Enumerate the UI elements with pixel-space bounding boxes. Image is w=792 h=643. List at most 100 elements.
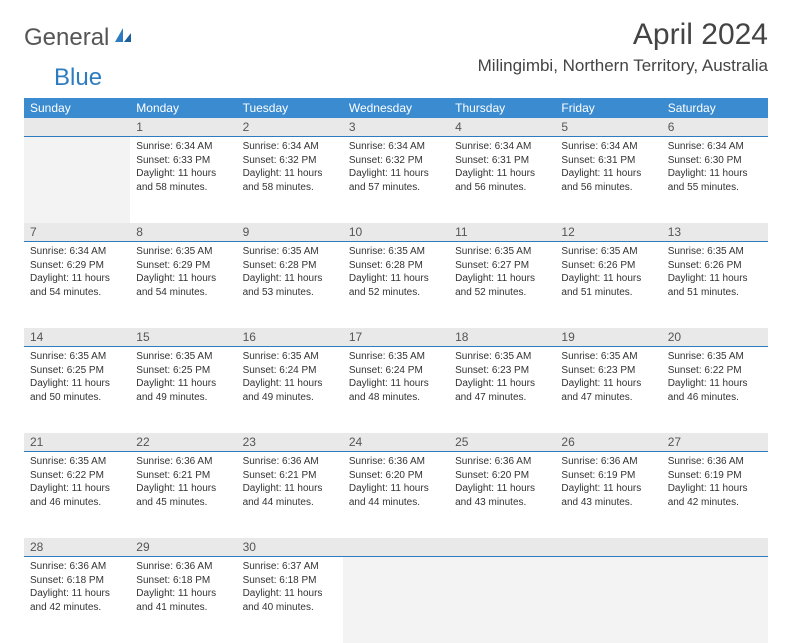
day-number-cell: 7 xyxy=(24,223,130,242)
day-number-cell: 16 xyxy=(237,328,343,347)
day-body xyxy=(449,557,555,643)
day-cell: Sunrise: 6:36 AMSunset: 6:19 PMDaylight:… xyxy=(555,452,661,538)
day-number: 13 xyxy=(662,223,768,242)
day-cell: Sunrise: 6:35 AMSunset: 6:28 PMDaylight:… xyxy=(237,242,343,328)
day-number: 15 xyxy=(130,328,236,347)
day-body: Sunrise: 6:36 AMSunset: 6:20 PMDaylight:… xyxy=(343,452,449,515)
day-header: Sunday xyxy=(24,98,130,118)
day-number-cell: 4 xyxy=(449,118,555,137)
week-number-row: 78910111213 xyxy=(24,223,768,242)
day-body: Sunrise: 6:35 AMSunset: 6:23 PMDaylight:… xyxy=(449,347,555,410)
day-cell: Sunrise: 6:35 AMSunset: 6:23 PMDaylight:… xyxy=(449,347,555,433)
day-body: Sunrise: 6:34 AMSunset: 6:31 PMDaylight:… xyxy=(555,137,661,200)
day-number-cell: 19 xyxy=(555,328,661,347)
day-cell: Sunrise: 6:36 AMSunset: 6:20 PMDaylight:… xyxy=(343,452,449,538)
day-number-cell: 28 xyxy=(24,538,130,557)
day-body xyxy=(555,557,661,643)
day-number: 16 xyxy=(237,328,343,347)
day-cell: Sunrise: 6:35 AMSunset: 6:26 PMDaylight:… xyxy=(662,242,768,328)
day-number: 8 xyxy=(130,223,236,242)
day-header: Wednesday xyxy=(343,98,449,118)
day-number-cell: 1 xyxy=(130,118,236,137)
day-number: 27 xyxy=(662,433,768,452)
week-body-row: Sunrise: 6:35 AMSunset: 6:25 PMDaylight:… xyxy=(24,347,768,433)
day-number: 5 xyxy=(555,118,661,137)
day-number-cell: 23 xyxy=(237,433,343,452)
day-body xyxy=(24,137,130,223)
day-number-cell xyxy=(24,118,130,137)
day-number: 23 xyxy=(237,433,343,452)
day-body: Sunrise: 6:37 AMSunset: 6:18 PMDaylight:… xyxy=(237,557,343,620)
day-body: Sunrise: 6:36 AMSunset: 6:18 PMDaylight:… xyxy=(130,557,236,620)
week-number-row: 21222324252627 xyxy=(24,433,768,452)
day-body: Sunrise: 6:34 AMSunset: 6:32 PMDaylight:… xyxy=(237,137,343,200)
day-number-cell: 22 xyxy=(130,433,236,452)
day-body: Sunrise: 6:35 AMSunset: 6:29 PMDaylight:… xyxy=(130,242,236,305)
day-body: Sunrise: 6:36 AMSunset: 6:18 PMDaylight:… xyxy=(24,557,130,620)
day-number: 14 xyxy=(24,328,130,347)
location-subtitle: Milingimbi, Northern Territory, Australi… xyxy=(478,56,768,76)
week-body-row: Sunrise: 6:34 AMSunset: 6:29 PMDaylight:… xyxy=(24,242,768,328)
day-cell: Sunrise: 6:34 AMSunset: 6:30 PMDaylight:… xyxy=(662,137,768,223)
day-cell: Sunrise: 6:35 AMSunset: 6:29 PMDaylight:… xyxy=(130,242,236,328)
day-cell xyxy=(555,557,661,643)
day-number-cell: 9 xyxy=(237,223,343,242)
day-header: Saturday xyxy=(662,98,768,118)
day-number: 9 xyxy=(237,223,343,242)
day-cell: Sunrise: 6:35 AMSunset: 6:26 PMDaylight:… xyxy=(555,242,661,328)
day-body: Sunrise: 6:35 AMSunset: 6:24 PMDaylight:… xyxy=(237,347,343,410)
day-cell: Sunrise: 6:35 AMSunset: 6:24 PMDaylight:… xyxy=(237,347,343,433)
day-number: 1 xyxy=(130,118,236,137)
day-number: 17 xyxy=(343,328,449,347)
day-body: Sunrise: 6:35 AMSunset: 6:25 PMDaylight:… xyxy=(130,347,236,410)
day-cell: Sunrise: 6:34 AMSunset: 6:33 PMDaylight:… xyxy=(130,137,236,223)
day-number: 4 xyxy=(449,118,555,137)
day-cell: Sunrise: 6:35 AMSunset: 6:25 PMDaylight:… xyxy=(130,347,236,433)
day-number-cell: 2 xyxy=(237,118,343,137)
month-title: April 2024 xyxy=(478,18,768,52)
day-body: Sunrise: 6:35 AMSunset: 6:26 PMDaylight:… xyxy=(555,242,661,305)
day-number: 7 xyxy=(24,223,130,242)
day-number: 2 xyxy=(237,118,343,137)
day-body: Sunrise: 6:35 AMSunset: 6:25 PMDaylight:… xyxy=(24,347,130,410)
day-header: Friday xyxy=(555,98,661,118)
day-body: Sunrise: 6:35 AMSunset: 6:28 PMDaylight:… xyxy=(343,242,449,305)
day-body: Sunrise: 6:35 AMSunset: 6:22 PMDaylight:… xyxy=(662,347,768,410)
day-header: Thursday xyxy=(449,98,555,118)
day-body: Sunrise: 6:34 AMSunset: 6:29 PMDaylight:… xyxy=(24,242,130,305)
day-cell: Sunrise: 6:34 AMSunset: 6:29 PMDaylight:… xyxy=(24,242,130,328)
day-body: Sunrise: 6:34 AMSunset: 6:32 PMDaylight:… xyxy=(343,137,449,200)
day-body: Sunrise: 6:35 AMSunset: 6:22 PMDaylight:… xyxy=(24,452,130,515)
day-number: 24 xyxy=(343,433,449,452)
day-cell: Sunrise: 6:36 AMSunset: 6:19 PMDaylight:… xyxy=(662,452,768,538)
day-number-cell: 8 xyxy=(130,223,236,242)
day-number xyxy=(343,538,449,557)
day-cell: Sunrise: 6:34 AMSunset: 6:32 PMDaylight:… xyxy=(343,137,449,223)
day-number: 3 xyxy=(343,118,449,137)
day-number-cell: 26 xyxy=(555,433,661,452)
day-number-cell: 13 xyxy=(662,223,768,242)
day-cell: Sunrise: 6:34 AMSunset: 6:31 PMDaylight:… xyxy=(555,137,661,223)
day-number-cell: 15 xyxy=(130,328,236,347)
day-body: Sunrise: 6:34 AMSunset: 6:30 PMDaylight:… xyxy=(662,137,768,200)
day-number: 12 xyxy=(555,223,661,242)
day-number: 30 xyxy=(237,538,343,557)
day-body: Sunrise: 6:35 AMSunset: 6:23 PMDaylight:… xyxy=(555,347,661,410)
day-cell: Sunrise: 6:35 AMSunset: 6:23 PMDaylight:… xyxy=(555,347,661,433)
day-body: Sunrise: 6:34 AMSunset: 6:33 PMDaylight:… xyxy=(130,137,236,200)
day-number: 19 xyxy=(555,328,661,347)
calendar-body: 123456 Sunrise: 6:34 AMSunset: 6:33 PMDa… xyxy=(24,118,768,643)
day-cell: Sunrise: 6:35 AMSunset: 6:25 PMDaylight:… xyxy=(24,347,130,433)
day-number xyxy=(449,538,555,557)
day-number xyxy=(662,538,768,557)
week-number-row: 14151617181920 xyxy=(24,328,768,347)
day-header: Monday xyxy=(130,98,236,118)
day-number-cell: 14 xyxy=(24,328,130,347)
day-number xyxy=(555,538,661,557)
day-body: Sunrise: 6:36 AMSunset: 6:20 PMDaylight:… xyxy=(449,452,555,515)
day-cell xyxy=(343,557,449,643)
day-number: 28 xyxy=(24,538,130,557)
day-cell: Sunrise: 6:35 AMSunset: 6:24 PMDaylight:… xyxy=(343,347,449,433)
day-body: Sunrise: 6:35 AMSunset: 6:24 PMDaylight:… xyxy=(343,347,449,410)
day-body: Sunrise: 6:34 AMSunset: 6:31 PMDaylight:… xyxy=(449,137,555,200)
